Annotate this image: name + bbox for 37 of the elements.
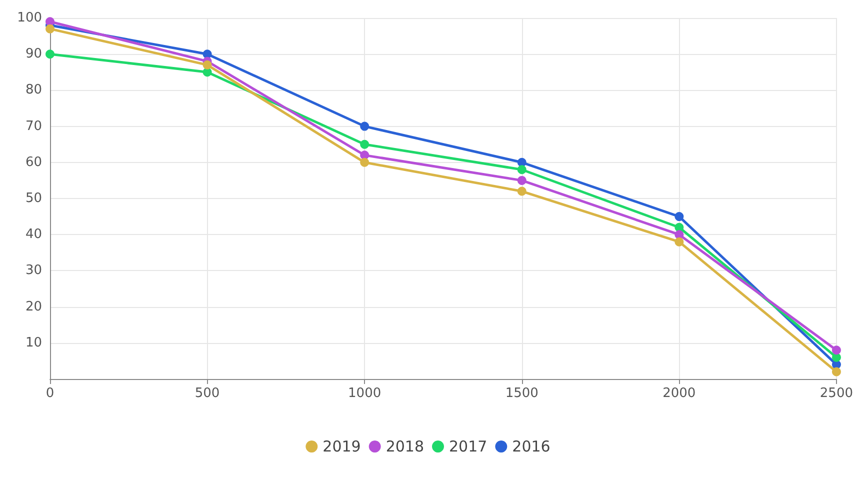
y-tick-label: 20	[25, 299, 42, 314]
y-tick-label: 10	[25, 335, 42, 350]
x-tick-label: 500	[194, 386, 220, 401]
legend-label: 2016	[512, 438, 550, 456]
x-tick-label: 2000	[662, 386, 696, 401]
x-tick-label: 0	[46, 386, 54, 401]
point	[674, 230, 684, 240]
point	[360, 150, 370, 160]
y-tick-label: 50	[25, 191, 42, 206]
y-tick-label: 90	[25, 46, 42, 62]
point	[360, 158, 370, 167]
y-tick-label: 30	[25, 263, 42, 278]
point	[360, 122, 370, 131]
point	[832, 352, 841, 362]
y-tick-label: 40	[25, 227, 42, 242]
legend-label: 2017	[449, 438, 488, 456]
y-tick-label: 70	[25, 118, 42, 134]
y-tick-label: 100	[17, 10, 42, 26]
x-tick-label: 1500	[505, 386, 538, 401]
legend-label: 2019	[322, 438, 361, 456]
y-tick-label: 60	[25, 154, 42, 170]
point	[674, 212, 684, 222]
y-tick-label: 80	[25, 82, 42, 98]
point	[674, 237, 684, 246]
point	[517, 176, 526, 185]
point	[46, 24, 54, 34]
legend-label: 2018	[386, 438, 424, 456]
x-tick-label: 2500	[820, 386, 854, 401]
point	[832, 346, 841, 355]
point	[46, 17, 54, 26]
point	[832, 367, 841, 376]
x-tick-label: 1000	[348, 386, 382, 401]
point	[517, 165, 526, 174]
point	[517, 186, 526, 196]
point	[202, 60, 212, 70]
point	[360, 140, 370, 149]
point	[46, 50, 54, 59]
